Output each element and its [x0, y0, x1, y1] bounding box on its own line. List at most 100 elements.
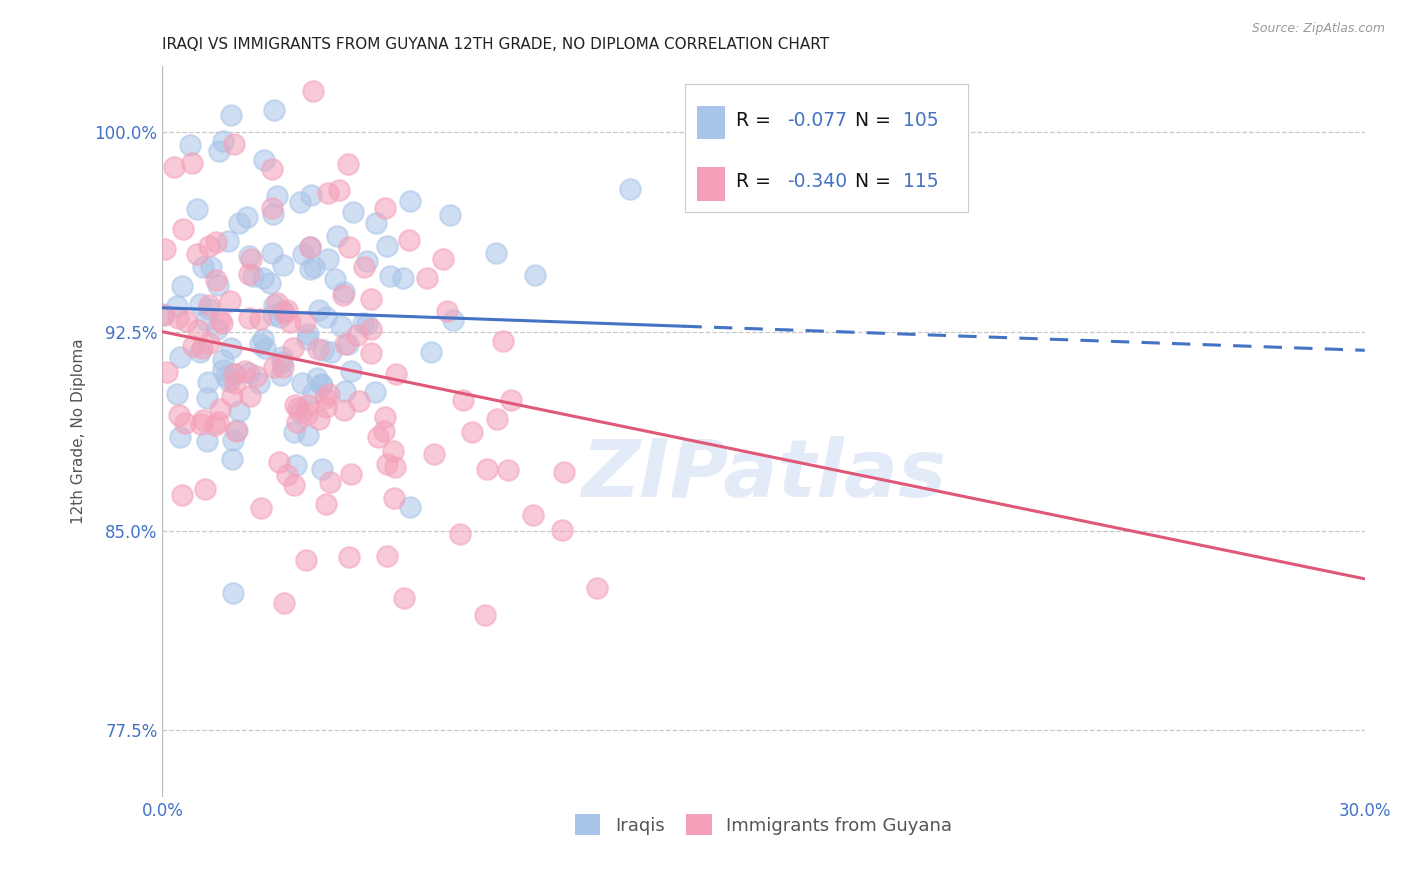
Point — [399, 194, 422, 208]
Point — [249, 311, 271, 326]
Point — [339, 467, 361, 482]
Point — [378, 269, 401, 284]
Text: Source: ZipAtlas.com: Source: ZipAtlas.com — [1251, 22, 1385, 36]
Point — [224, 376, 246, 391]
Point — [619, 182, 641, 196]
Point — [374, 410, 396, 425]
Point — [297, 428, 319, 442]
Point — [266, 295, 288, 310]
Y-axis label: 12th Grade, No Diploma: 12th Grade, No Diploma — [72, 339, 86, 524]
Point — [191, 341, 214, 355]
Point — [247, 376, 270, 390]
Point — [197, 375, 219, 389]
Point — [332, 402, 354, 417]
Point — [218, 374, 240, 388]
Point — [181, 155, 204, 169]
Point — [295, 553, 318, 567]
Point — [335, 336, 357, 351]
Point — [474, 607, 496, 622]
Point — [311, 462, 333, 476]
Point — [360, 322, 382, 336]
Point — [239, 388, 262, 402]
Point — [198, 302, 221, 317]
Point — [284, 398, 307, 412]
Point — [273, 596, 295, 610]
Point — [318, 387, 340, 401]
Point — [360, 346, 382, 360]
Point — [208, 144, 231, 158]
Point — [297, 398, 319, 412]
Point — [309, 377, 332, 392]
Point — [346, 327, 368, 342]
Point — [297, 332, 319, 346]
Point — [461, 425, 484, 439]
Point — [198, 335, 221, 350]
Point — [179, 138, 201, 153]
Point — [315, 310, 337, 324]
Point — [315, 497, 337, 511]
Point — [276, 467, 298, 482]
Point — [166, 310, 188, 325]
Point — [323, 271, 346, 285]
Point — [204, 417, 226, 432]
Point — [224, 367, 246, 381]
Point — [221, 451, 243, 466]
Point — [302, 386, 325, 401]
Point — [238, 366, 260, 380]
Point — [283, 425, 305, 440]
Point — [238, 249, 260, 263]
Point — [311, 377, 333, 392]
Point — [392, 591, 415, 605]
Point — [204, 272, 226, 286]
Point — [291, 246, 314, 260]
Point — [238, 310, 260, 325]
Point — [174, 313, 197, 327]
Point — [270, 368, 292, 383]
Point — [166, 300, 188, 314]
Point — [299, 240, 322, 254]
Point — [496, 463, 519, 477]
Point — [207, 415, 229, 429]
Point — [382, 491, 405, 505]
Point — [186, 246, 208, 260]
Point — [305, 370, 328, 384]
Point — [299, 188, 322, 202]
Point — [166, 387, 188, 401]
Point — [245, 368, 267, 383]
Point — [163, 160, 186, 174]
Point — [288, 194, 311, 209]
Point — [381, 444, 404, 458]
Point — [152, 307, 174, 321]
Point — [253, 153, 276, 167]
Point — [169, 350, 191, 364]
Point — [586, 582, 609, 596]
Point — [439, 208, 461, 222]
Point — [191, 413, 214, 427]
Point — [326, 229, 349, 244]
Point — [432, 252, 454, 266]
Point — [321, 344, 343, 359]
Point — [302, 260, 325, 274]
Point — [263, 103, 285, 117]
Point — [356, 317, 378, 331]
Point — [347, 394, 370, 409]
Point — [209, 402, 232, 417]
Point — [316, 252, 339, 267]
Point — [353, 260, 375, 275]
Point — [267, 455, 290, 469]
Point — [212, 353, 235, 368]
Point — [195, 391, 218, 405]
Point — [207, 278, 229, 293]
Point — [271, 354, 294, 368]
Point — [260, 162, 283, 177]
Point — [278, 315, 301, 329]
Point — [449, 526, 471, 541]
Point — [190, 417, 212, 432]
Point — [499, 392, 522, 407]
Point — [187, 323, 209, 337]
Point — [366, 216, 388, 230]
Point — [242, 268, 264, 283]
Point — [219, 108, 242, 122]
Text: IRAQI VS IMMIGRANTS FROM GUYANA 12TH GRADE, NO DIPLOMA CORRELATION CHART: IRAQI VS IMMIGRANTS FROM GUYANA 12TH GRA… — [163, 37, 830, 53]
Point — [384, 459, 406, 474]
